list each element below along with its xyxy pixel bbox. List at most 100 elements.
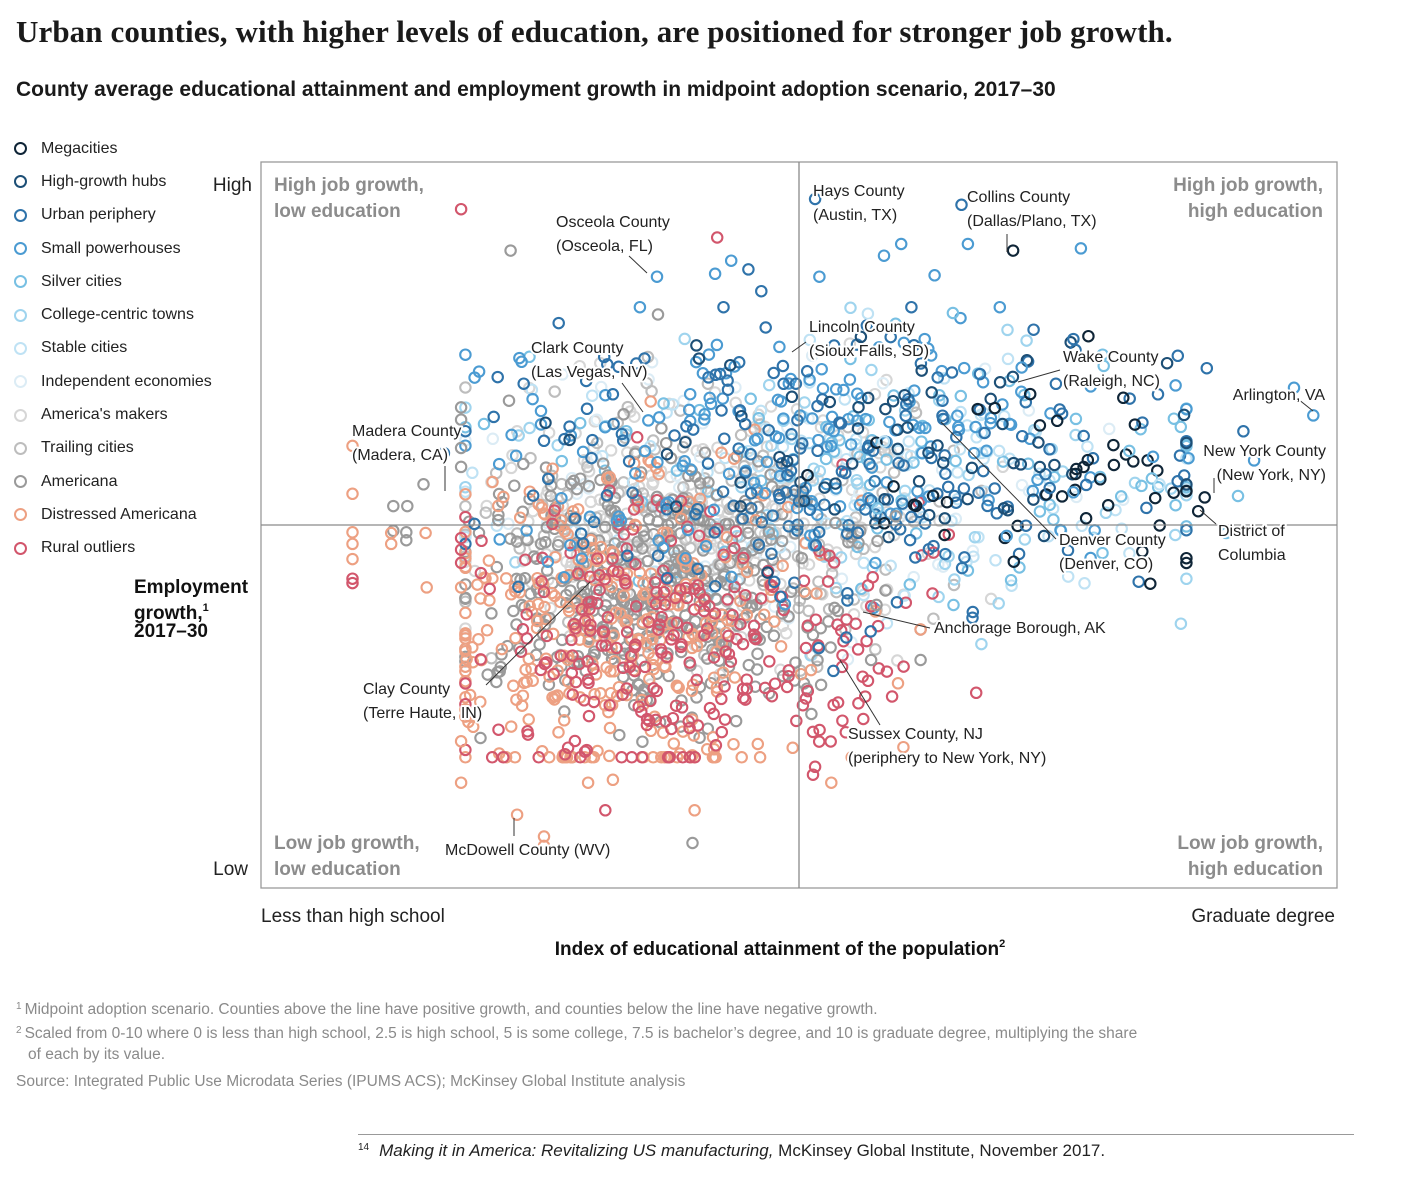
scatter-point — [1119, 448, 1133, 461]
callout-leader-line — [628, 255, 648, 274]
scatter-point — [483, 582, 496, 596]
scatter-point — [651, 549, 665, 562]
scatter-point — [851, 414, 864, 427]
scatter-point — [812, 525, 826, 539]
y-tick-high: High — [213, 175, 252, 196]
scatter-point — [937, 372, 951, 385]
scatter-point — [909, 527, 923, 540]
scatter-point — [727, 452, 741, 465]
scatter-point — [633, 300, 647, 314]
scatter-point — [955, 198, 968, 212]
scatter-point — [720, 531, 734, 544]
scatter-point — [492, 723, 505, 736]
scatter-point — [982, 493, 995, 507]
scatter-point — [878, 517, 891, 530]
scatter-point — [346, 537, 359, 551]
scatter-point — [868, 475, 881, 488]
scatter-point — [936, 456, 950, 469]
scatter-point — [816, 382, 830, 395]
scatter-point — [459, 664, 472, 678]
legend-label: Americana — [41, 472, 118, 490]
scatter-point — [710, 338, 724, 352]
scatter-point — [1011, 519, 1024, 533]
scatter-point — [697, 604, 711, 618]
scatter-point — [689, 577, 702, 590]
scatter-point — [668, 429, 681, 442]
legend-label: Small powerhouses — [41, 239, 181, 257]
scatter-point — [604, 444, 618, 457]
scatter-point — [674, 404, 687, 417]
scatter-point — [961, 492, 974, 506]
scatter-point — [829, 581, 843, 595]
scatter-point — [860, 319, 874, 332]
scatter-point — [729, 714, 743, 728]
scatter-point — [914, 623, 927, 636]
scatter-point — [515, 355, 528, 369]
quadrant-label-bottom-right-line: Low job growth, — [1177, 833, 1323, 854]
scatter-point — [486, 432, 500, 446]
scatter-point — [966, 611, 979, 625]
scatter-point — [898, 589, 911, 602]
scatter-point — [824, 641, 837, 654]
scatter-point — [629, 557, 642, 571]
scatter-point — [563, 538, 577, 552]
scatter-point — [839, 726, 853, 739]
scatter-point — [684, 541, 697, 555]
scatter-point — [884, 559, 897, 573]
scatter-point — [547, 667, 560, 681]
scatter-point — [907, 339, 921, 352]
scatter-point — [754, 404, 768, 418]
scatter-point — [509, 556, 522, 569]
scatter-point — [1117, 391, 1130, 405]
scatter-point — [635, 693, 649, 707]
callout-label: Collins County (Dallas/Plano, TX) — [967, 189, 1097, 230]
scatter-point — [607, 546, 620, 560]
scatter-point — [655, 610, 668, 624]
scatter-point — [762, 378, 776, 392]
scatter-point — [1180, 520, 1193, 533]
callout-leader-line — [862, 611, 931, 629]
scatter-point — [573, 416, 587, 430]
scatter-point — [692, 352, 706, 365]
scatter-point — [539, 612, 552, 626]
scatter-point — [822, 603, 836, 616]
scatter-point — [801, 619, 815, 632]
scatter-point — [612, 510, 626, 523]
scatter-point — [870, 598, 883, 612]
scatter-point — [915, 435, 928, 448]
scatter-point — [701, 622, 714, 635]
scatter-point — [688, 804, 701, 817]
scatter-point — [924, 440, 938, 453]
legend-circle-icon — [14, 508, 27, 522]
callout-label-line: New York County — [1203, 443, 1326, 460]
callout-label-line: Hays County — [813, 183, 905, 200]
scatter-point — [829, 477, 842, 490]
scatter-point — [877, 249, 891, 262]
scatter-point — [894, 237, 908, 251]
scatter-point — [1160, 356, 1174, 370]
scatter-point — [806, 768, 820, 781]
scatter-point — [691, 579, 705, 592]
scatter-point — [752, 455, 765, 468]
scatter-point — [1007, 555, 1021, 568]
scatter-point — [585, 389, 599, 402]
scatter-point — [490, 675, 503, 689]
scatter-point — [831, 604, 845, 618]
scatter-point — [1043, 481, 1056, 495]
scatter-point — [742, 658, 756, 672]
scatter-point — [459, 381, 472, 394]
scatter-point — [766, 509, 779, 522]
scatter-point — [718, 713, 732, 726]
scatter-point — [802, 558, 816, 571]
scatter-point — [600, 575, 614, 589]
scatter-point — [400, 533, 413, 547]
scatter-point — [805, 495, 818, 508]
scatter-point — [1069, 412, 1083, 426]
legend-label: Stable cities — [41, 339, 128, 357]
scatter-point — [540, 629, 554, 643]
scatter-point — [926, 489, 940, 503]
scatter-point — [909, 499, 923, 513]
scatter-point — [728, 671, 742, 684]
scatter-point — [680, 420, 693, 433]
scatter-point — [1136, 545, 1149, 558]
